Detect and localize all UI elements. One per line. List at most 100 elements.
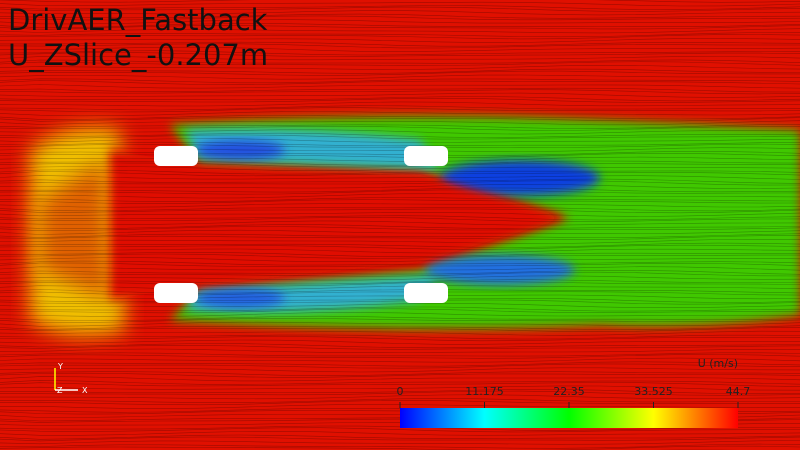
wheel xyxy=(154,283,198,303)
streamline xyxy=(0,0,800,3)
streamline xyxy=(0,275,800,281)
streamline xyxy=(0,87,800,93)
streamline xyxy=(0,430,800,436)
streamline xyxy=(0,215,800,221)
streamline xyxy=(0,367,800,373)
streamline xyxy=(0,390,800,396)
streamline xyxy=(0,97,800,103)
streamline xyxy=(0,257,800,262)
streamline xyxy=(0,138,800,143)
streamline xyxy=(0,216,800,223)
streamline xyxy=(0,84,800,89)
streamline xyxy=(0,352,800,357)
streamline xyxy=(0,312,800,318)
streamline xyxy=(0,74,800,80)
streamline xyxy=(0,6,800,12)
streamline xyxy=(0,55,800,61)
color-legend: U (m/s) 0 11.175 22.35 33.525 44.7 xyxy=(397,357,751,428)
streamline xyxy=(0,291,800,296)
streamline xyxy=(0,306,800,312)
streamline xyxy=(0,308,800,314)
streamline xyxy=(0,32,800,38)
streamline xyxy=(0,233,800,238)
streamline xyxy=(0,279,800,285)
streamline xyxy=(0,28,800,34)
streamline xyxy=(0,134,800,140)
streamline xyxy=(0,321,800,327)
axes-triad: Y Z X xyxy=(54,362,88,395)
wheel xyxy=(404,146,448,166)
core-region xyxy=(110,150,565,300)
streamline xyxy=(0,187,800,193)
streamline xyxy=(0,5,800,10)
streamline xyxy=(0,41,800,47)
streamline xyxy=(0,38,800,43)
streamline xyxy=(0,89,800,95)
subtitle: U_ZSlice_-0.207m xyxy=(8,38,268,72)
streamline xyxy=(0,398,800,404)
streamline xyxy=(0,169,800,175)
streamline xyxy=(0,330,800,336)
streamline xyxy=(0,389,800,395)
streamline xyxy=(0,297,800,303)
streamline xyxy=(0,126,800,131)
streamline xyxy=(0,10,800,16)
recirculation xyxy=(195,140,285,160)
streamline xyxy=(0,327,800,333)
velocity-field xyxy=(30,116,800,336)
streamline xyxy=(0,171,800,177)
axis-label: Z xyxy=(57,386,63,395)
wake-region xyxy=(170,116,800,329)
streamline xyxy=(0,147,800,152)
streamline xyxy=(0,43,800,49)
streamline xyxy=(0,151,800,156)
streamline xyxy=(0,64,800,70)
streamline xyxy=(0,260,800,266)
streamline xyxy=(0,78,800,84)
streamline xyxy=(0,152,800,158)
streamline xyxy=(0,235,800,241)
streamline xyxy=(0,166,800,172)
streamline xyxy=(0,80,800,86)
streamline xyxy=(0,203,800,208)
streamline xyxy=(0,253,800,259)
colorbar xyxy=(400,408,738,428)
streamline xyxy=(0,115,800,120)
recirculation xyxy=(425,255,575,285)
streamline xyxy=(0,357,800,363)
streamline xyxy=(0,162,800,168)
streamline xyxy=(0,199,800,205)
streamline xyxy=(0,317,800,323)
wheel xyxy=(154,146,198,166)
streamline xyxy=(0,175,800,180)
streamline xyxy=(0,220,800,226)
streamline xyxy=(0,178,800,184)
streamline xyxy=(0,443,800,449)
streamline xyxy=(0,229,800,235)
title: DrivAER_Fastback xyxy=(8,3,268,37)
streamline xyxy=(0,354,800,359)
streamline xyxy=(0,382,800,387)
streamline xyxy=(0,294,800,300)
colorbar-tick-label: 33.525 xyxy=(634,385,673,398)
streamline xyxy=(0,180,800,186)
streamline xyxy=(0,334,800,340)
streamline xyxy=(0,34,800,40)
streamline xyxy=(0,363,800,369)
colorbar-tick-label: 22.35 xyxy=(553,385,585,398)
axis-label: X xyxy=(82,386,88,395)
streamline xyxy=(0,303,800,309)
streamline xyxy=(0,238,800,244)
recirculation xyxy=(440,160,600,196)
colorbar-tick-label: 44.7 xyxy=(726,385,751,398)
streamline xyxy=(0,92,800,98)
streamline xyxy=(0,25,800,30)
streamline xyxy=(0,372,800,378)
streamline xyxy=(0,379,800,385)
streamline xyxy=(0,189,800,195)
streamline xyxy=(0,111,800,117)
streamline xyxy=(0,226,800,232)
